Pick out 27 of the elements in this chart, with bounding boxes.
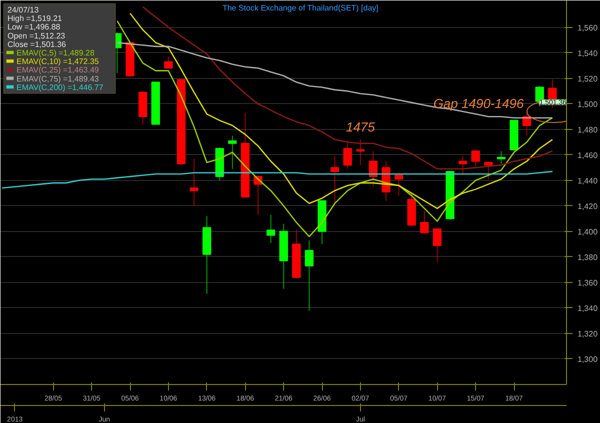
y-tick-label: 1,420 <box>578 202 598 211</box>
y-tick-label: 1,380 <box>578 252 598 262</box>
y-tick-label: 1,320 <box>578 329 598 338</box>
legend-label: EMAV(C,10) =1,472.35 <box>16 57 100 66</box>
legend-label: EMAV(C,25) =1,463.49 <box>16 66 100 75</box>
y-tick-label: 1,560 <box>578 23 598 32</box>
annotation: Open =1,512.23 <box>8 31 66 40</box>
y-tick-label: 1,340 <box>578 304 598 313</box>
chart-title: The Stock Exchange of Thailand(SET) [day] <box>222 4 378 12</box>
annotation: Gap 1490-1496 <box>433 96 524 111</box>
annotation: 1475 <box>346 120 376 135</box>
legend-label: EMAV(C,200) =1,446.77 <box>16 82 104 92</box>
y-tick-label: 1,440 <box>578 176 598 186</box>
annotation: Low =1,496.88 <box>8 22 61 32</box>
y-tick-label: 1,460 <box>578 150 598 160</box>
annotation: High =1,519.21 <box>8 14 63 24</box>
annotation: 24/07/13 <box>8 6 40 14</box>
y-tick-label: 1,360 <box>578 278 598 288</box>
annotation: Close =1,501.36 <box>8 40 67 49</box>
y-tick-label: 1,300 <box>578 354 598 364</box>
y-tick-label: 1,480 <box>578 125 598 134</box>
y-tick-label: 1,400 <box>578 227 598 236</box>
y-tick-label: 1,520 <box>578 74 598 84</box>
y-tick-label: 1,500 <box>578 100 598 109</box>
legend-label: EMAV(C,5) =1,489.28 <box>16 48 95 58</box>
y-tick-label: 1,540 <box>578 48 598 58</box>
legend-label: EMAV(C,75) =1,489.43 <box>16 74 100 84</box>
